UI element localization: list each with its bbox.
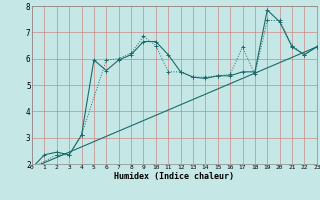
X-axis label: Humidex (Indice chaleur): Humidex (Indice chaleur) xyxy=(115,172,234,181)
